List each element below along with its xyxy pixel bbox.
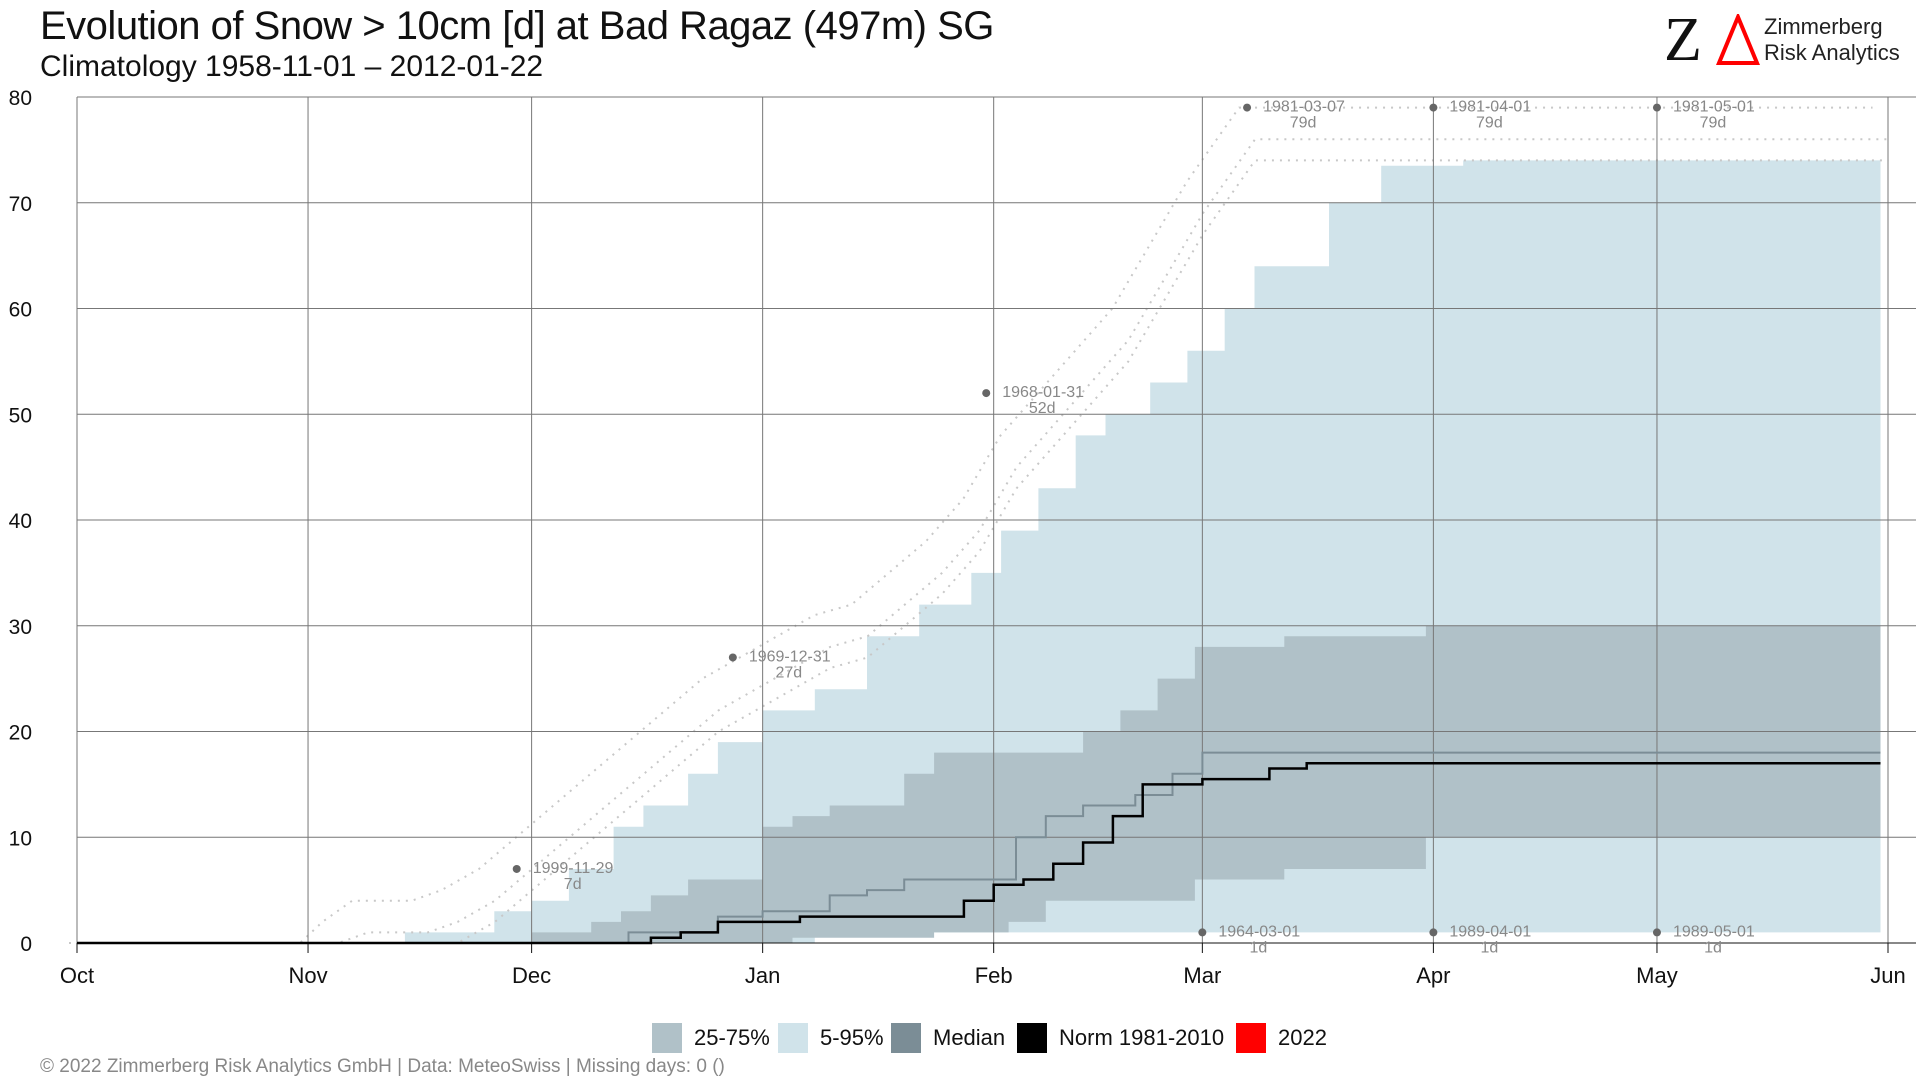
annotation-days: 1d [1480, 939, 1498, 956]
annotation-date: 1981-04-01 [1449, 99, 1531, 116]
legend-item: 5-95% [778, 1022, 884, 1054]
legend-item: 2022 [1236, 1022, 1327, 1054]
extreme-envelope [85, 138, 1889, 944]
y-tick-label: 30 [9, 616, 32, 639]
annotation-days: 1d [1704, 939, 1722, 956]
annotation-date: 1981-05-01 [1673, 99, 1755, 116]
annotation-days: 79d [1700, 115, 1727, 132]
legend-label: 25-75% [694, 1025, 770, 1050]
chart-legend: 25-75% 5-95% Median Norm 1981-2010 2022 [0, 1018, 1920, 1058]
annotation-days: 1d [1249, 939, 1267, 956]
y-tick-label: 80 [9, 87, 32, 110]
annotation-date: 1964-03-01 [1218, 923, 1300, 940]
x-tick-label: Jun [1870, 963, 1905, 988]
legend-label: 5-95% [820, 1025, 884, 1050]
x-tick-label: Apr [1416, 963, 1450, 988]
legend-item: 25-75% [652, 1022, 770, 1054]
company-logo: Z Zimmerberg Risk Analytics [1660, 6, 1900, 74]
legend-label: Norm 1981-2010 [1059, 1025, 1225, 1050]
annotation-point [1198, 928, 1207, 937]
legend-label: Median [933, 1025, 1006, 1050]
x-tick-label: Nov [288, 963, 327, 988]
y-tick-label: 60 [9, 299, 32, 322]
y-tick-label: 70 [9, 193, 32, 216]
x-tick-label: May [1636, 963, 1678, 988]
logo-delta-icon [1716, 14, 1760, 65]
legend-swatch [1017, 1023, 1047, 1053]
annotation-date: 1989-05-01 [1673, 923, 1755, 940]
annotation-date: 1969-12-31 [749, 648, 831, 665]
extreme-envelope [85, 159, 1889, 944]
y-tick-label: 20 [9, 722, 32, 745]
annotation-date: 1989-04-01 [1449, 923, 1531, 940]
x-tick-label: Dec [512, 963, 551, 988]
y-tick-label: 50 [9, 404, 32, 427]
legend-item: Norm 1981-2010 [1017, 1022, 1224, 1054]
logo-mark: Z [1664, 6, 1702, 74]
x-tick-label: Oct [60, 963, 94, 988]
logo-name: Zimmerberg [1764, 14, 1883, 39]
y-tick-label: 0 [20, 933, 32, 956]
annotation-date: 1968-01-31 [1002, 384, 1084, 401]
annotation-days: 27d [775, 664, 802, 681]
legend-item: Median [891, 1022, 1005, 1054]
annotation-days: 79d [1290, 115, 1317, 132]
annotation-days: 52d [1029, 400, 1056, 417]
legend-swatch [891, 1023, 921, 1053]
annotation-date: 1981-03-07 [1263, 99, 1345, 116]
x-tick-label: Jan [745, 963, 780, 988]
chart-subtitle: Climatology 1958-11-01 – 2012-01-22 [40, 50, 544, 83]
legend-label: 2022 [1278, 1025, 1327, 1050]
annotation-days: 7d [564, 876, 582, 893]
annotation-point [982, 389, 991, 398]
legend-swatch [778, 1023, 808, 1053]
legend-swatch [652, 1023, 682, 1053]
annotation-point [1652, 103, 1661, 112]
x-tick-label: Feb [975, 963, 1013, 988]
extreme-envelope [69, 106, 1873, 944]
annotation-point [1243, 103, 1252, 112]
x-tick-label: Mar [1183, 963, 1221, 988]
annotation-point [1429, 928, 1438, 937]
logo-subname: Risk Analytics [1764, 40, 1900, 65]
y-tick-label: 10 [9, 827, 32, 850]
annotation-point [1652, 928, 1661, 937]
annotation-point [728, 653, 737, 662]
annotation-point [1429, 103, 1438, 112]
legend-swatch [1236, 1023, 1266, 1053]
y-tick-label: 40 [9, 510, 32, 533]
annotation-point [512, 864, 521, 873]
annotation-days: 79d [1476, 115, 1503, 132]
footer-credits: © 2022 Zimmerberg Risk Analytics GmbH | … [40, 1056, 725, 1077]
annotation-date: 1999-11-29 [533, 860, 614, 877]
chart-title: Evolution of Snow > 10cm [d] at Bad Raga… [40, 4, 994, 48]
norm-line [77, 761, 1881, 945]
band-25-75 [77, 625, 1881, 943]
